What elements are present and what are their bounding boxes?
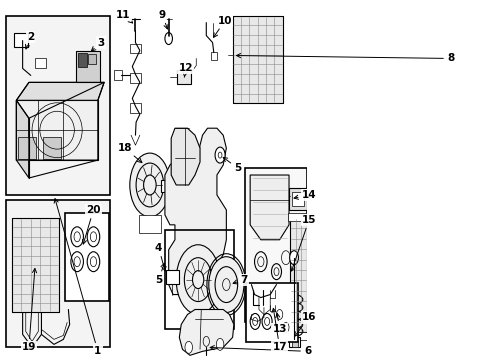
Circle shape	[164, 32, 172, 45]
Text: 9: 9	[159, 10, 168, 29]
Circle shape	[216, 338, 224, 350]
Text: 12: 12	[178, 63, 192, 77]
Text: 4: 4	[155, 243, 166, 271]
Bar	[88, 54, 96, 64]
Bar	[129, 44, 141, 54]
Bar	[138, 215, 161, 233]
Polygon shape	[179, 310, 233, 355]
Bar	[288, 188, 306, 210]
Circle shape	[208, 257, 244, 312]
Bar	[15, 32, 28, 46]
Bar	[270, 305, 284, 319]
Bar	[291, 341, 297, 347]
Polygon shape	[16, 100, 98, 160]
Bar	[166, 270, 178, 284]
Text: 11: 11	[116, 10, 132, 23]
Text: 5: 5	[155, 264, 164, 285]
Bar	[177, 71, 191, 84]
Bar	[18, 137, 36, 159]
Text: 8: 8	[236, 54, 453, 63]
Bar	[287, 213, 308, 221]
Polygon shape	[250, 175, 288, 240]
Text: 14: 14	[293, 190, 316, 200]
Bar	[129, 103, 141, 113]
Text: 3: 3	[91, 37, 104, 51]
Bar	[113, 71, 122, 80]
Bar	[244, 168, 306, 323]
Text: 13: 13	[272, 313, 286, 334]
Circle shape	[289, 251, 298, 265]
Bar	[164, 230, 233, 329]
Polygon shape	[16, 100, 29, 178]
Text: 17: 17	[271, 308, 286, 352]
Circle shape	[215, 147, 224, 163]
Bar	[291, 192, 304, 206]
Text: 7: 7	[233, 275, 247, 285]
Polygon shape	[16, 82, 104, 100]
Bar	[290, 218, 306, 332]
Bar	[129, 73, 141, 84]
Text: 6: 6	[210, 346, 311, 356]
Bar	[287, 332, 308, 340]
Text: 19: 19	[21, 269, 37, 352]
Circle shape	[129, 153, 170, 217]
Bar	[210, 53, 217, 60]
Bar	[246, 283, 297, 342]
Bar	[290, 218, 306, 332]
Text: 20: 20	[82, 205, 101, 244]
Text: 15: 15	[290, 215, 316, 271]
Bar	[78, 54, 87, 67]
Circle shape	[184, 341, 192, 353]
Text: 1: 1	[54, 199, 102, 356]
Text: 10: 10	[213, 15, 232, 37]
Polygon shape	[171, 128, 200, 185]
Bar	[232, 15, 282, 103]
Bar	[6, 15, 110, 195]
Text: 2: 2	[25, 32, 34, 49]
Text: 18: 18	[117, 143, 142, 163]
Text: 5: 5	[223, 157, 241, 173]
Bar	[288, 337, 300, 347]
Bar	[43, 137, 61, 159]
Bar	[6, 200, 110, 347]
Bar	[76, 50, 100, 82]
Bar	[161, 180, 171, 192]
Bar	[64, 213, 108, 301]
Bar	[35, 58, 46, 68]
Polygon shape	[164, 128, 226, 294]
Bar	[12, 218, 59, 312]
Bar	[12, 218, 59, 312]
Text: 16: 16	[294, 312, 316, 336]
Bar	[232, 15, 282, 103]
Circle shape	[176, 245, 220, 315]
